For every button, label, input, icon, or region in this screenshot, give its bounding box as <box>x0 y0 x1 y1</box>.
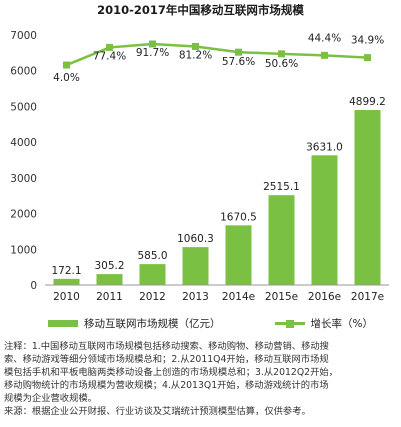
growth-marker <box>149 40 156 48</box>
legend-item-line: 增长率（%） <box>274 316 373 331</box>
growth-value-label: 50.6% <box>265 58 298 70</box>
growth-value-label: 4.0% <box>53 72 80 84</box>
note-line: 索、移动游戏等细分领域市场规模总和；2.从2011Q4开始，移动互联网市场规 <box>4 354 329 366</box>
bar <box>311 155 338 285</box>
legend-line-swatch <box>274 319 305 329</box>
bar <box>182 247 209 285</box>
y-tick-label: 1000 <box>10 244 37 256</box>
bar <box>225 225 252 285</box>
y-tick-label: 3000 <box>10 173 37 185</box>
bar-value-label: 4899.2 <box>349 96 386 108</box>
bar-value-label: 1670.5 <box>220 211 257 223</box>
x-tick-label: 2016e <box>308 291 341 303</box>
legend-bar-label: 移动互联网市场规模（亿元） <box>84 318 221 330</box>
chart-notes: 注释：1.中国移动互联网市场规模包括移动搜索、移动购物、移动营销、移动搜 索、移… <box>4 340 398 419</box>
bar <box>354 110 381 286</box>
growth-marker <box>235 48 242 56</box>
growth-value-label: 34.9% <box>351 35 384 47</box>
bar-value-label: 2515.1 <box>263 181 300 193</box>
bar-value-label: 1060.3 <box>177 233 214 245</box>
legend-item-bar: 移动互联网市场规模（亿元） <box>48 316 221 331</box>
y-tick-label: 6000 <box>10 66 37 78</box>
y-tick-label: 5000 <box>10 101 37 113</box>
growth-marker <box>364 54 371 62</box>
bar-value-label: 305.2 <box>94 260 124 272</box>
y-tick-label: 2000 <box>10 209 37 221</box>
bar <box>139 264 166 285</box>
growth-value-label: 81.2% <box>179 50 212 62</box>
growth-value-label: 44.4% <box>308 32 341 44</box>
legend-line-label: 增长率（%） <box>310 318 373 330</box>
legend: 移动互联网市场规模（亿元） 增长率（%） <box>48 316 373 331</box>
growth-marker <box>321 51 328 59</box>
growth-marker <box>63 61 70 69</box>
chart-area: 0 1000 2000 3000 4000 5000 6000 7000 172.1 305.2 5… <box>10 30 389 303</box>
note-line: 模包括手机和平板电脑两类移动设备上创造的市场规模总和；3.从2012Q2开始， <box>4 367 338 379</box>
bar <box>268 195 295 285</box>
growth-line <box>66 42 368 67</box>
bar <box>53 278 80 285</box>
bar-value-label: 585.0 <box>137 250 167 262</box>
note-line: 规模为企业营收规模。 <box>4 393 97 405</box>
chart-title: 2010-2017年中国移动互联网市场规模 <box>97 3 304 17</box>
x-tick-label: 2013 <box>182 291 209 303</box>
x-tick-label: 2012 <box>139 291 166 303</box>
y-tick-label: 0 <box>30 280 37 292</box>
bar <box>96 274 123 285</box>
growth-value-label: 77.4% <box>93 50 126 62</box>
legend-bar-swatch <box>48 320 78 327</box>
growth-marker <box>278 50 285 58</box>
x-tick-label: 2017e <box>351 291 384 303</box>
note-line: 移动购物统计的市场规模为营收规模；4.从2013Q1开始，移动游戏统计的市场 <box>4 380 329 392</box>
bar-value-label: 172.1 <box>51 265 81 277</box>
growth-marker <box>192 43 199 51</box>
y-tick-label: 7000 <box>10 30 37 42</box>
growth-value-label: 57.6% <box>222 56 255 68</box>
x-tick-label: 2010 <box>53 291 80 303</box>
x-tick-label: 2014e <box>222 291 255 303</box>
note-line: 注释：1.中国移动互联网市场规模包括移动搜索、移动购物、移动营销、移动搜 <box>4 341 329 352</box>
growth-marker <box>106 43 113 51</box>
y-tick-label: 4000 <box>10 137 37 149</box>
source-line: 来源：根据企业公开财报、行业访谈及艾瑞统计预测模型估算，仅供参考。 <box>4 406 311 418</box>
growth-value-label: 91.7% <box>136 47 169 59</box>
bar-value-label: 3631.0 <box>306 141 343 153</box>
x-tick-label: 2015e <box>265 291 298 303</box>
x-tick-label: 2011 <box>96 291 123 303</box>
